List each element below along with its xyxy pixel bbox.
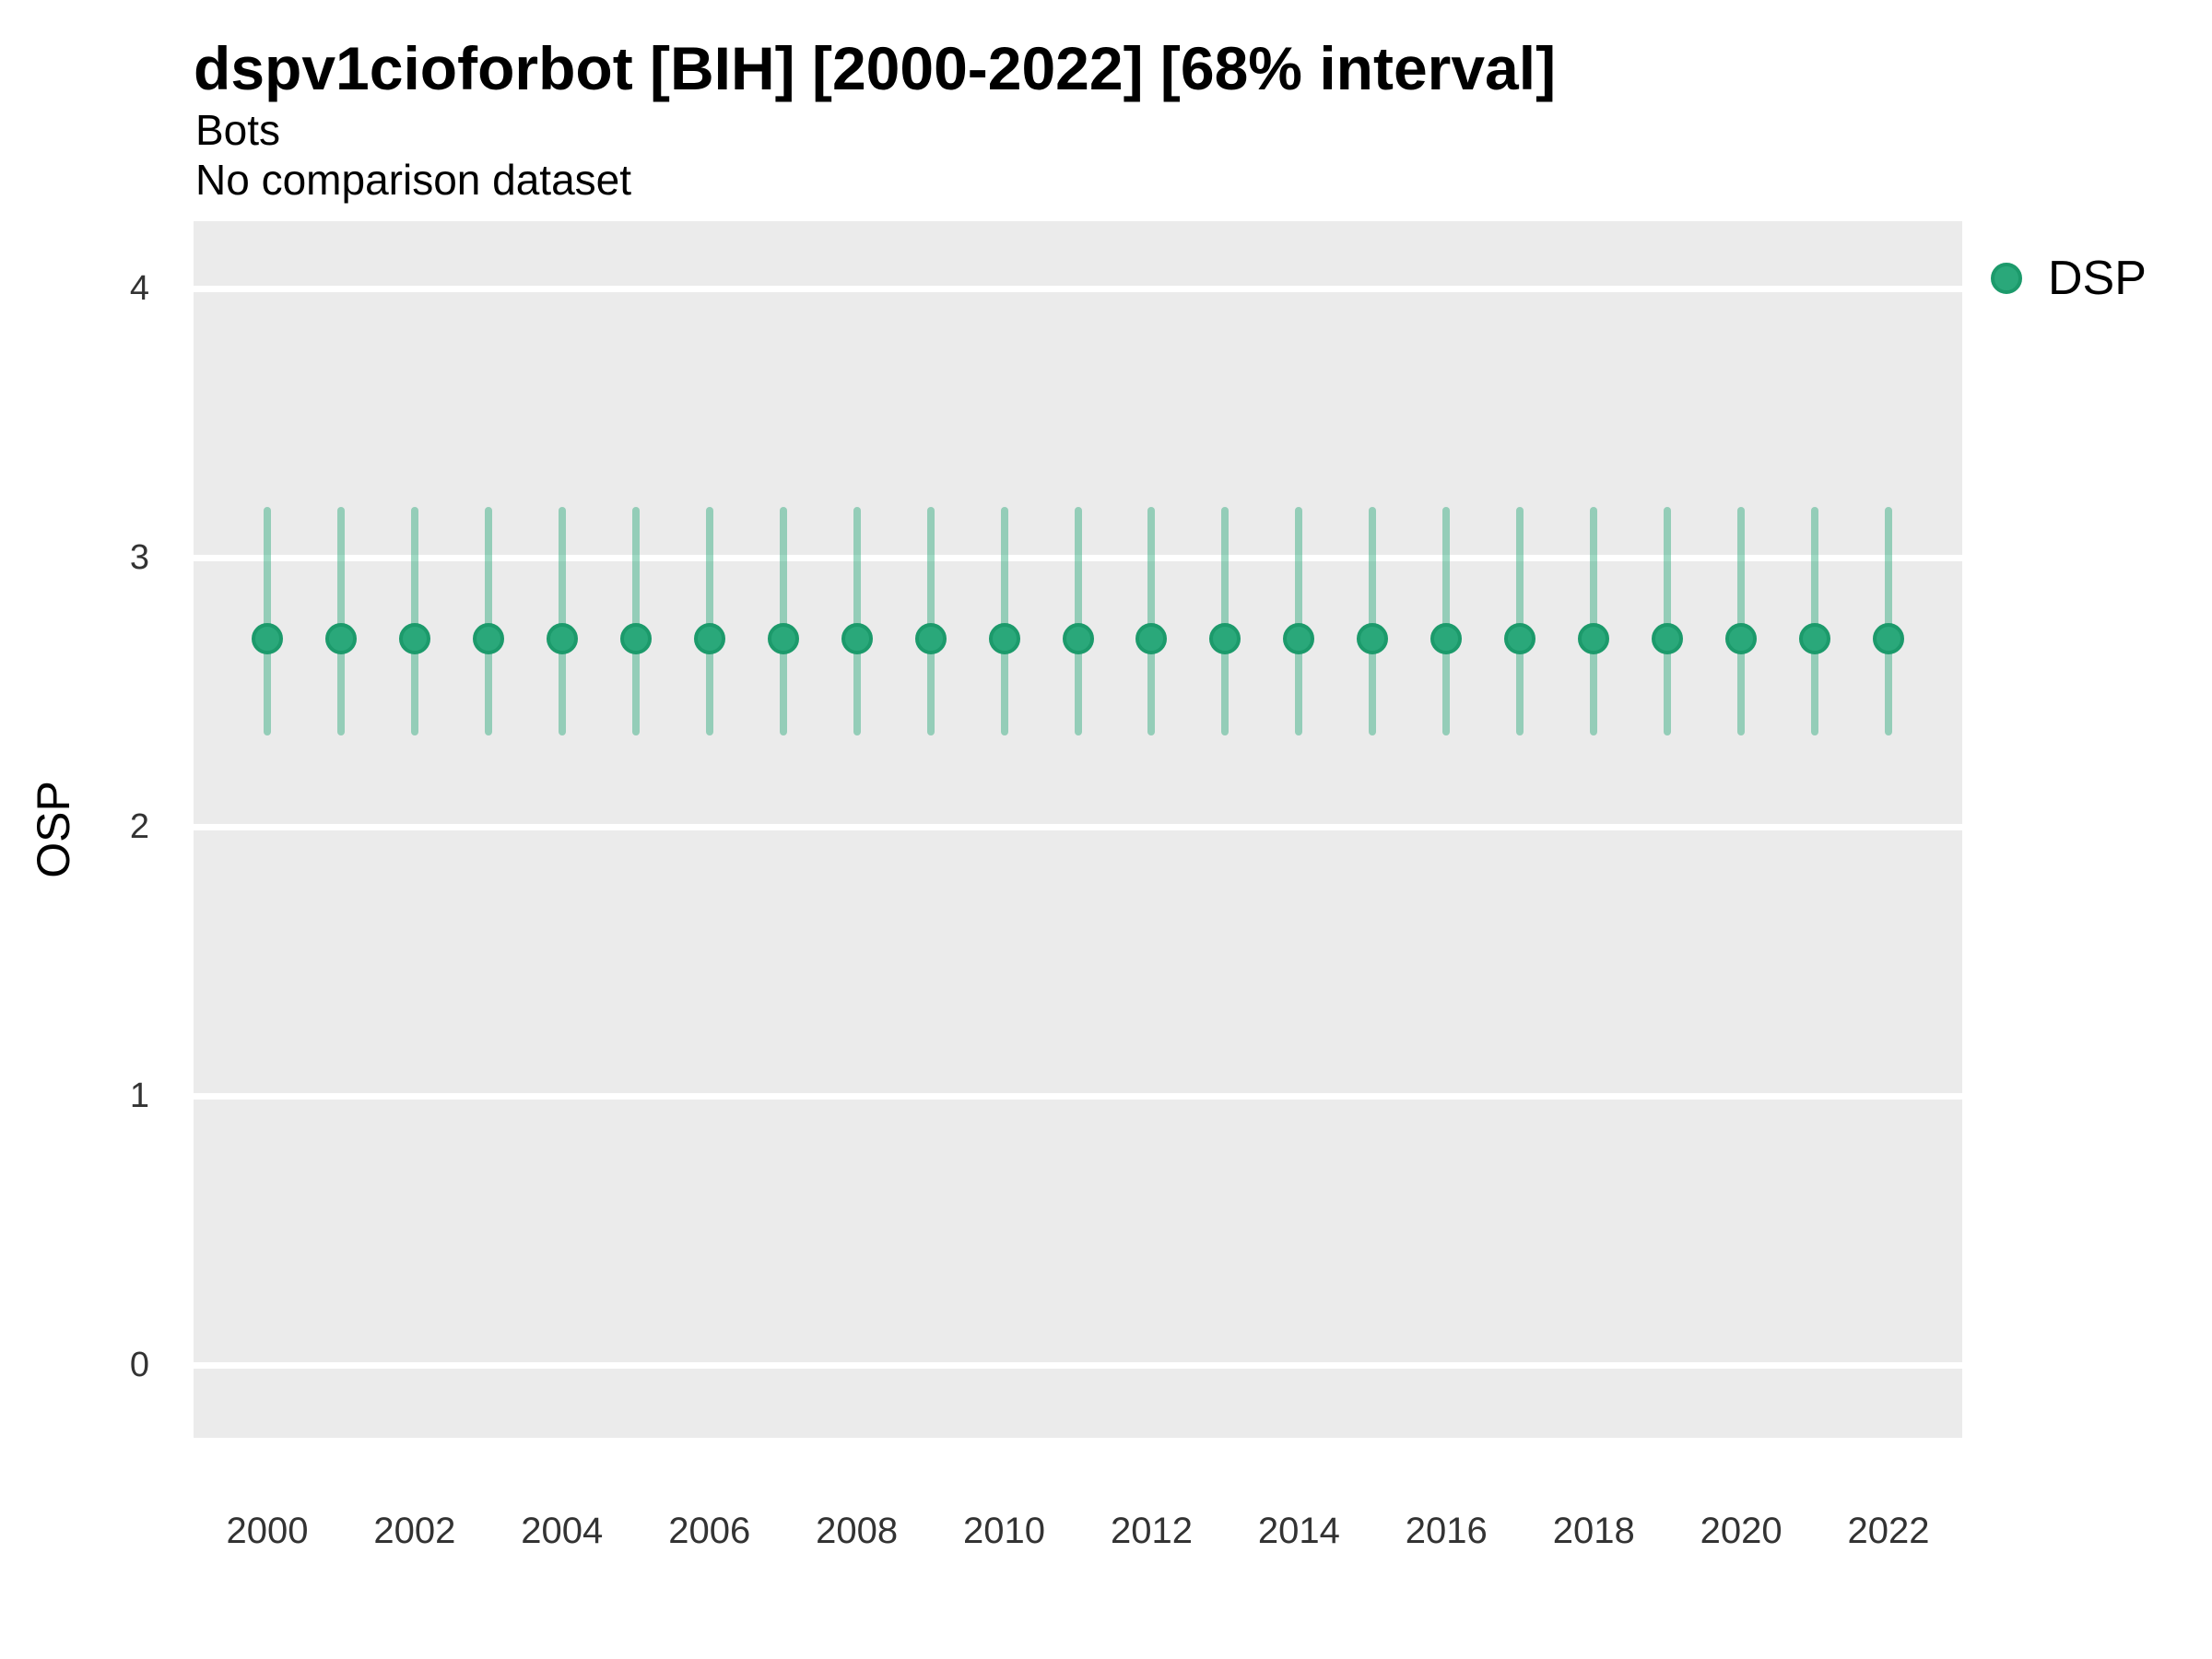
interval-bar-2017 — [1516, 506, 1524, 735]
x-tick-label-2020: 2020 — [1700, 1511, 1783, 1551]
data-point-2007 — [767, 622, 799, 654]
interval-bar-2009 — [926, 506, 935, 735]
x-tick-label-2022: 2022 — [1847, 1511, 1930, 1551]
gridline-y-2 — [194, 823, 1962, 830]
data-point-2006 — [693, 622, 725, 654]
interval-bar-2016 — [1442, 506, 1451, 735]
data-point-2005 — [619, 622, 652, 654]
interval-bar-2007 — [779, 506, 787, 735]
data-point-2004 — [546, 622, 578, 654]
data-point-2022 — [1873, 622, 1905, 654]
legend: DSP — [1991, 251, 2147, 306]
data-point-2016 — [1430, 622, 1463, 654]
y-tick-label-0: 0 — [129, 1346, 149, 1385]
data-point-2000 — [251, 622, 283, 654]
plot-panel — [194, 221, 1962, 1438]
interval-bar-2021 — [1811, 506, 1819, 735]
data-point-2010 — [988, 622, 1020, 654]
legend-point-icon — [1991, 263, 2022, 294]
data-point-2020 — [1725, 622, 1758, 654]
gridline-y-0 — [194, 1361, 1962, 1369]
interval-bar-2015 — [1369, 506, 1377, 735]
gridline-y-1 — [194, 1092, 1962, 1100]
data-point-2008 — [841, 622, 873, 654]
data-point-2015 — [1357, 622, 1389, 654]
data-point-2002 — [398, 622, 430, 654]
interval-bar-2013 — [1221, 506, 1230, 735]
interval-bar-2014 — [1295, 506, 1303, 735]
chart-subtitle: Bots — [195, 106, 281, 154]
x-tick-label-2016: 2016 — [1405, 1511, 1488, 1551]
y-tick-label-4: 4 — [129, 269, 149, 308]
interval-bar-2011 — [1074, 506, 1082, 735]
data-point-2003 — [472, 622, 504, 654]
chart-title: dspv1cioforbot [BIH] [2000-2022] [68% in… — [194, 34, 1557, 102]
data-point-2001 — [324, 622, 357, 654]
gridline-y-3 — [194, 554, 1962, 561]
data-point-2014 — [1283, 622, 1315, 654]
interval-bar-2012 — [1147, 506, 1156, 735]
interval-bar-2000 — [263, 506, 271, 735]
x-tick-label-2018: 2018 — [1552, 1511, 1635, 1551]
x-tick-label-2006: 2006 — [668, 1511, 751, 1551]
x-tick-label-2010: 2010 — [963, 1511, 1046, 1551]
data-point-2011 — [1062, 622, 1094, 654]
interval-bar-2006 — [705, 506, 713, 735]
data-point-2021 — [1799, 622, 1831, 654]
interval-bar-2018 — [1590, 506, 1598, 735]
y-tick-label-2: 2 — [129, 807, 149, 847]
interval-bar-2008 — [853, 506, 861, 735]
x-tick-label-2008: 2008 — [816, 1511, 899, 1551]
interval-bar-2003 — [484, 506, 492, 735]
data-point-2019 — [1652, 622, 1684, 654]
x-tick-label-2000: 2000 — [226, 1511, 309, 1551]
gridline-y-4 — [194, 285, 1962, 292]
data-point-2018 — [1578, 622, 1610, 654]
x-tick-label-2012: 2012 — [1110, 1511, 1193, 1551]
data-point-2012 — [1135, 622, 1168, 654]
x-tick-label-2002: 2002 — [373, 1511, 456, 1551]
interval-bar-2004 — [558, 506, 566, 735]
data-point-2009 — [914, 622, 947, 654]
interval-bar-2005 — [631, 506, 640, 735]
data-point-2017 — [1504, 622, 1536, 654]
y-tick-label-1: 1 — [129, 1077, 149, 1116]
x-tick-label-2004: 2004 — [521, 1511, 604, 1551]
chart-caption: No comparison dataset — [195, 156, 632, 204]
interval-bar-2001 — [336, 506, 345, 735]
interval-bar-2002 — [410, 506, 418, 735]
y-tick-label-3: 3 — [129, 538, 149, 578]
interval-bar-2022 — [1885, 506, 1893, 735]
legend-label: DSP — [2048, 252, 2147, 305]
x-tick-label-2014: 2014 — [1257, 1511, 1340, 1551]
interval-bar-2020 — [1737, 506, 1746, 735]
data-point-2013 — [1209, 622, 1241, 654]
interval-bar-2019 — [1664, 506, 1672, 735]
interval-bar-2010 — [1000, 506, 1008, 735]
